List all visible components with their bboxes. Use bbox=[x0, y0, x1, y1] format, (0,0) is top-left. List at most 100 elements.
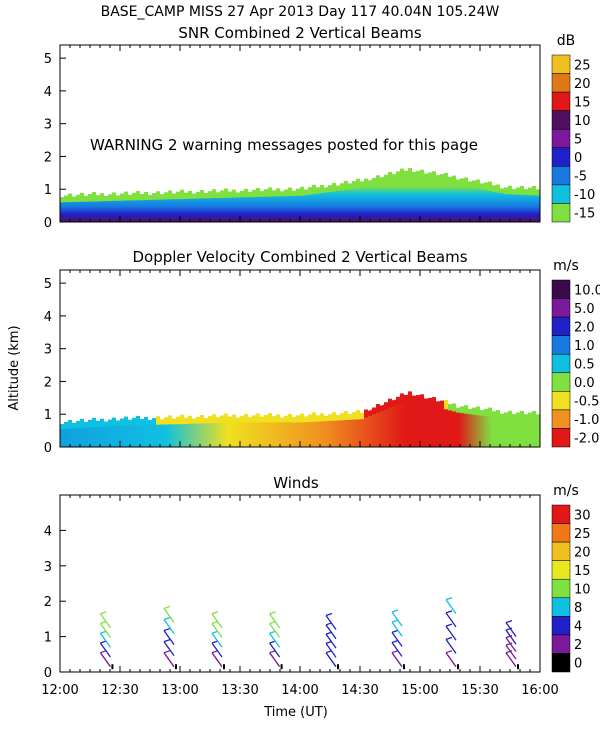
velocity-echo-cell bbox=[60, 424, 64, 429]
velocity-echo-cell bbox=[464, 405, 468, 414]
wind-barb-flag bbox=[505, 619, 513, 624]
velocity-colorbar-label: -0.5 bbox=[574, 395, 599, 410]
snr-panel-title: SNR Combined 2 Vertical Beams bbox=[178, 24, 421, 42]
winds-colorbar-label: 0 bbox=[574, 657, 582, 672]
snr-echo-cell bbox=[444, 172, 448, 183]
snr-echo-cell bbox=[76, 194, 80, 202]
wind-barb-staff bbox=[269, 623, 281, 638]
wind-barb-flag bbox=[391, 609, 399, 613]
wind-barb-staff bbox=[211, 642, 223, 658]
snr-echo-cell bbox=[344, 180, 348, 190]
velocity-echo-cell bbox=[356, 410, 360, 420]
snr-colorbar-label: 10 bbox=[574, 114, 591, 129]
wind-barb-flag bbox=[211, 611, 219, 615]
snr-echo-cell bbox=[476, 179, 480, 189]
snr-echo-cell bbox=[264, 189, 268, 197]
velocity-echo-cell bbox=[192, 418, 196, 424]
velocity-echo-cell bbox=[316, 415, 320, 422]
velocity-echo-cell bbox=[268, 413, 272, 423]
winds-colorbar-swatch bbox=[551, 653, 571, 673]
velocity-echo-cell bbox=[180, 414, 184, 425]
wind-barb-staff bbox=[163, 641, 175, 657]
velocity-colorbar-label: -1.0 bbox=[574, 413, 599, 428]
wind-barb-flag bbox=[391, 629, 399, 633]
snr-echo-cell bbox=[256, 188, 260, 197]
wind-barb-flag bbox=[445, 610, 453, 614]
snr-echo-cell bbox=[472, 180, 476, 188]
velocity-echo-cell bbox=[348, 414, 352, 420]
velocity-echo-cell bbox=[400, 393, 404, 403]
winds-colorbar-swatch bbox=[551, 578, 571, 599]
wind-barb-staff bbox=[391, 642, 403, 657]
velocity-echo-cell bbox=[112, 417, 116, 427]
wind-barb-staff bbox=[99, 632, 111, 648]
velocity-echo-cell bbox=[396, 396, 400, 405]
winds-colorbar-label: 25 bbox=[574, 527, 591, 542]
snr-echo-cell bbox=[156, 191, 160, 200]
x-tick-label: 16:00 bbox=[521, 683, 558, 698]
velocity-echo-cell bbox=[488, 407, 492, 417]
velocity-echo-cell bbox=[236, 417, 240, 423]
snr-echo-cell bbox=[200, 190, 204, 199]
velocity-echo-cell bbox=[220, 415, 224, 423]
velocity-panel-title: Doppler Velocity Combined 2 Vertical Bea… bbox=[132, 248, 467, 266]
snr-echo-cell bbox=[508, 185, 512, 195]
velocity-echo-cell bbox=[392, 400, 396, 406]
wind-barb-staff bbox=[505, 644, 517, 660]
velocity-echo-cell bbox=[376, 404, 380, 413]
snr-echo-cell bbox=[248, 191, 252, 198]
velocity-echo-cell bbox=[104, 421, 108, 427]
snr-echo-cell bbox=[220, 190, 224, 198]
winds-colorbar-label: 15 bbox=[574, 564, 591, 579]
velocity-echo-cell bbox=[64, 422, 68, 429]
snr-echo-cell bbox=[148, 195, 152, 200]
wind-barb-flag bbox=[391, 650, 399, 654]
velocity-echo-cell bbox=[160, 419, 164, 425]
snr-echo-cell bbox=[372, 178, 376, 185]
snr-echo-cell bbox=[340, 183, 344, 191]
velocity-echo-cell bbox=[252, 415, 256, 423]
velocity-colorbar-label: -2.0 bbox=[574, 432, 599, 447]
velocity-echo-cell bbox=[500, 413, 504, 419]
x-tick-label: 14:30 bbox=[341, 683, 378, 698]
snr-echo-cell bbox=[132, 192, 136, 201]
wind-barb-flag bbox=[163, 627, 171, 632]
wind-barb-staff bbox=[211, 623, 223, 638]
snr-echo-cell bbox=[120, 193, 124, 201]
snr-echo-cell bbox=[484, 182, 488, 190]
snr-colorbar-label: 5 bbox=[574, 133, 582, 148]
velocity-echo-cell bbox=[360, 412, 364, 420]
snr-echo-cell bbox=[124, 191, 128, 201]
winds-colorbar-label: 30 bbox=[574, 508, 591, 523]
snr-echo-cell bbox=[284, 189, 288, 197]
snr-echo-cell bbox=[100, 193, 104, 202]
wind-barb-staff bbox=[269, 642, 281, 658]
snr-echo-cell bbox=[528, 187, 532, 196]
snr-echo-cell bbox=[172, 193, 176, 200]
snr-echo-cell bbox=[432, 171, 436, 181]
velocity-echo-cell bbox=[212, 414, 216, 424]
snr-echo-region bbox=[60, 171, 540, 222]
snr-colorbar-swatch bbox=[551, 54, 571, 74]
snr-echo-cell bbox=[84, 195, 88, 202]
velocity-colorbar-label: 5.0 bbox=[574, 302, 595, 317]
snr-echo-cell bbox=[108, 194, 112, 201]
snr-echo-cell bbox=[364, 178, 368, 187]
velocity-echo-cell bbox=[168, 415, 172, 425]
winds-colorbar-label: 8 bbox=[574, 601, 582, 616]
snr-echo-cell bbox=[136, 190, 140, 201]
wind-barb-staff bbox=[269, 632, 281, 648]
wind-barb-staff bbox=[325, 633, 337, 649]
velocity-echo-cell bbox=[244, 413, 248, 423]
snr-y-tick-label: 4 bbox=[44, 85, 52, 100]
snr-colorbar-unit: dB bbox=[557, 33, 576, 49]
snr-echo-cell bbox=[360, 181, 364, 188]
velocity-echo-cell bbox=[420, 394, 424, 403]
snr-echo-cell bbox=[260, 191, 264, 197]
snr-echo-cell bbox=[252, 189, 256, 198]
velocity-echo-cell bbox=[432, 397, 436, 406]
axes-layer: 0 1 2 3 4 5 0 1 2 3 4 5 0 1 2 3 4 12:00 12:30 13:00 13:30 14:… bbox=[41, 44, 559, 698]
snr-echo-cell bbox=[368, 180, 372, 186]
snr-echo-cell bbox=[192, 193, 196, 199]
snr-echo-cell bbox=[504, 187, 508, 195]
